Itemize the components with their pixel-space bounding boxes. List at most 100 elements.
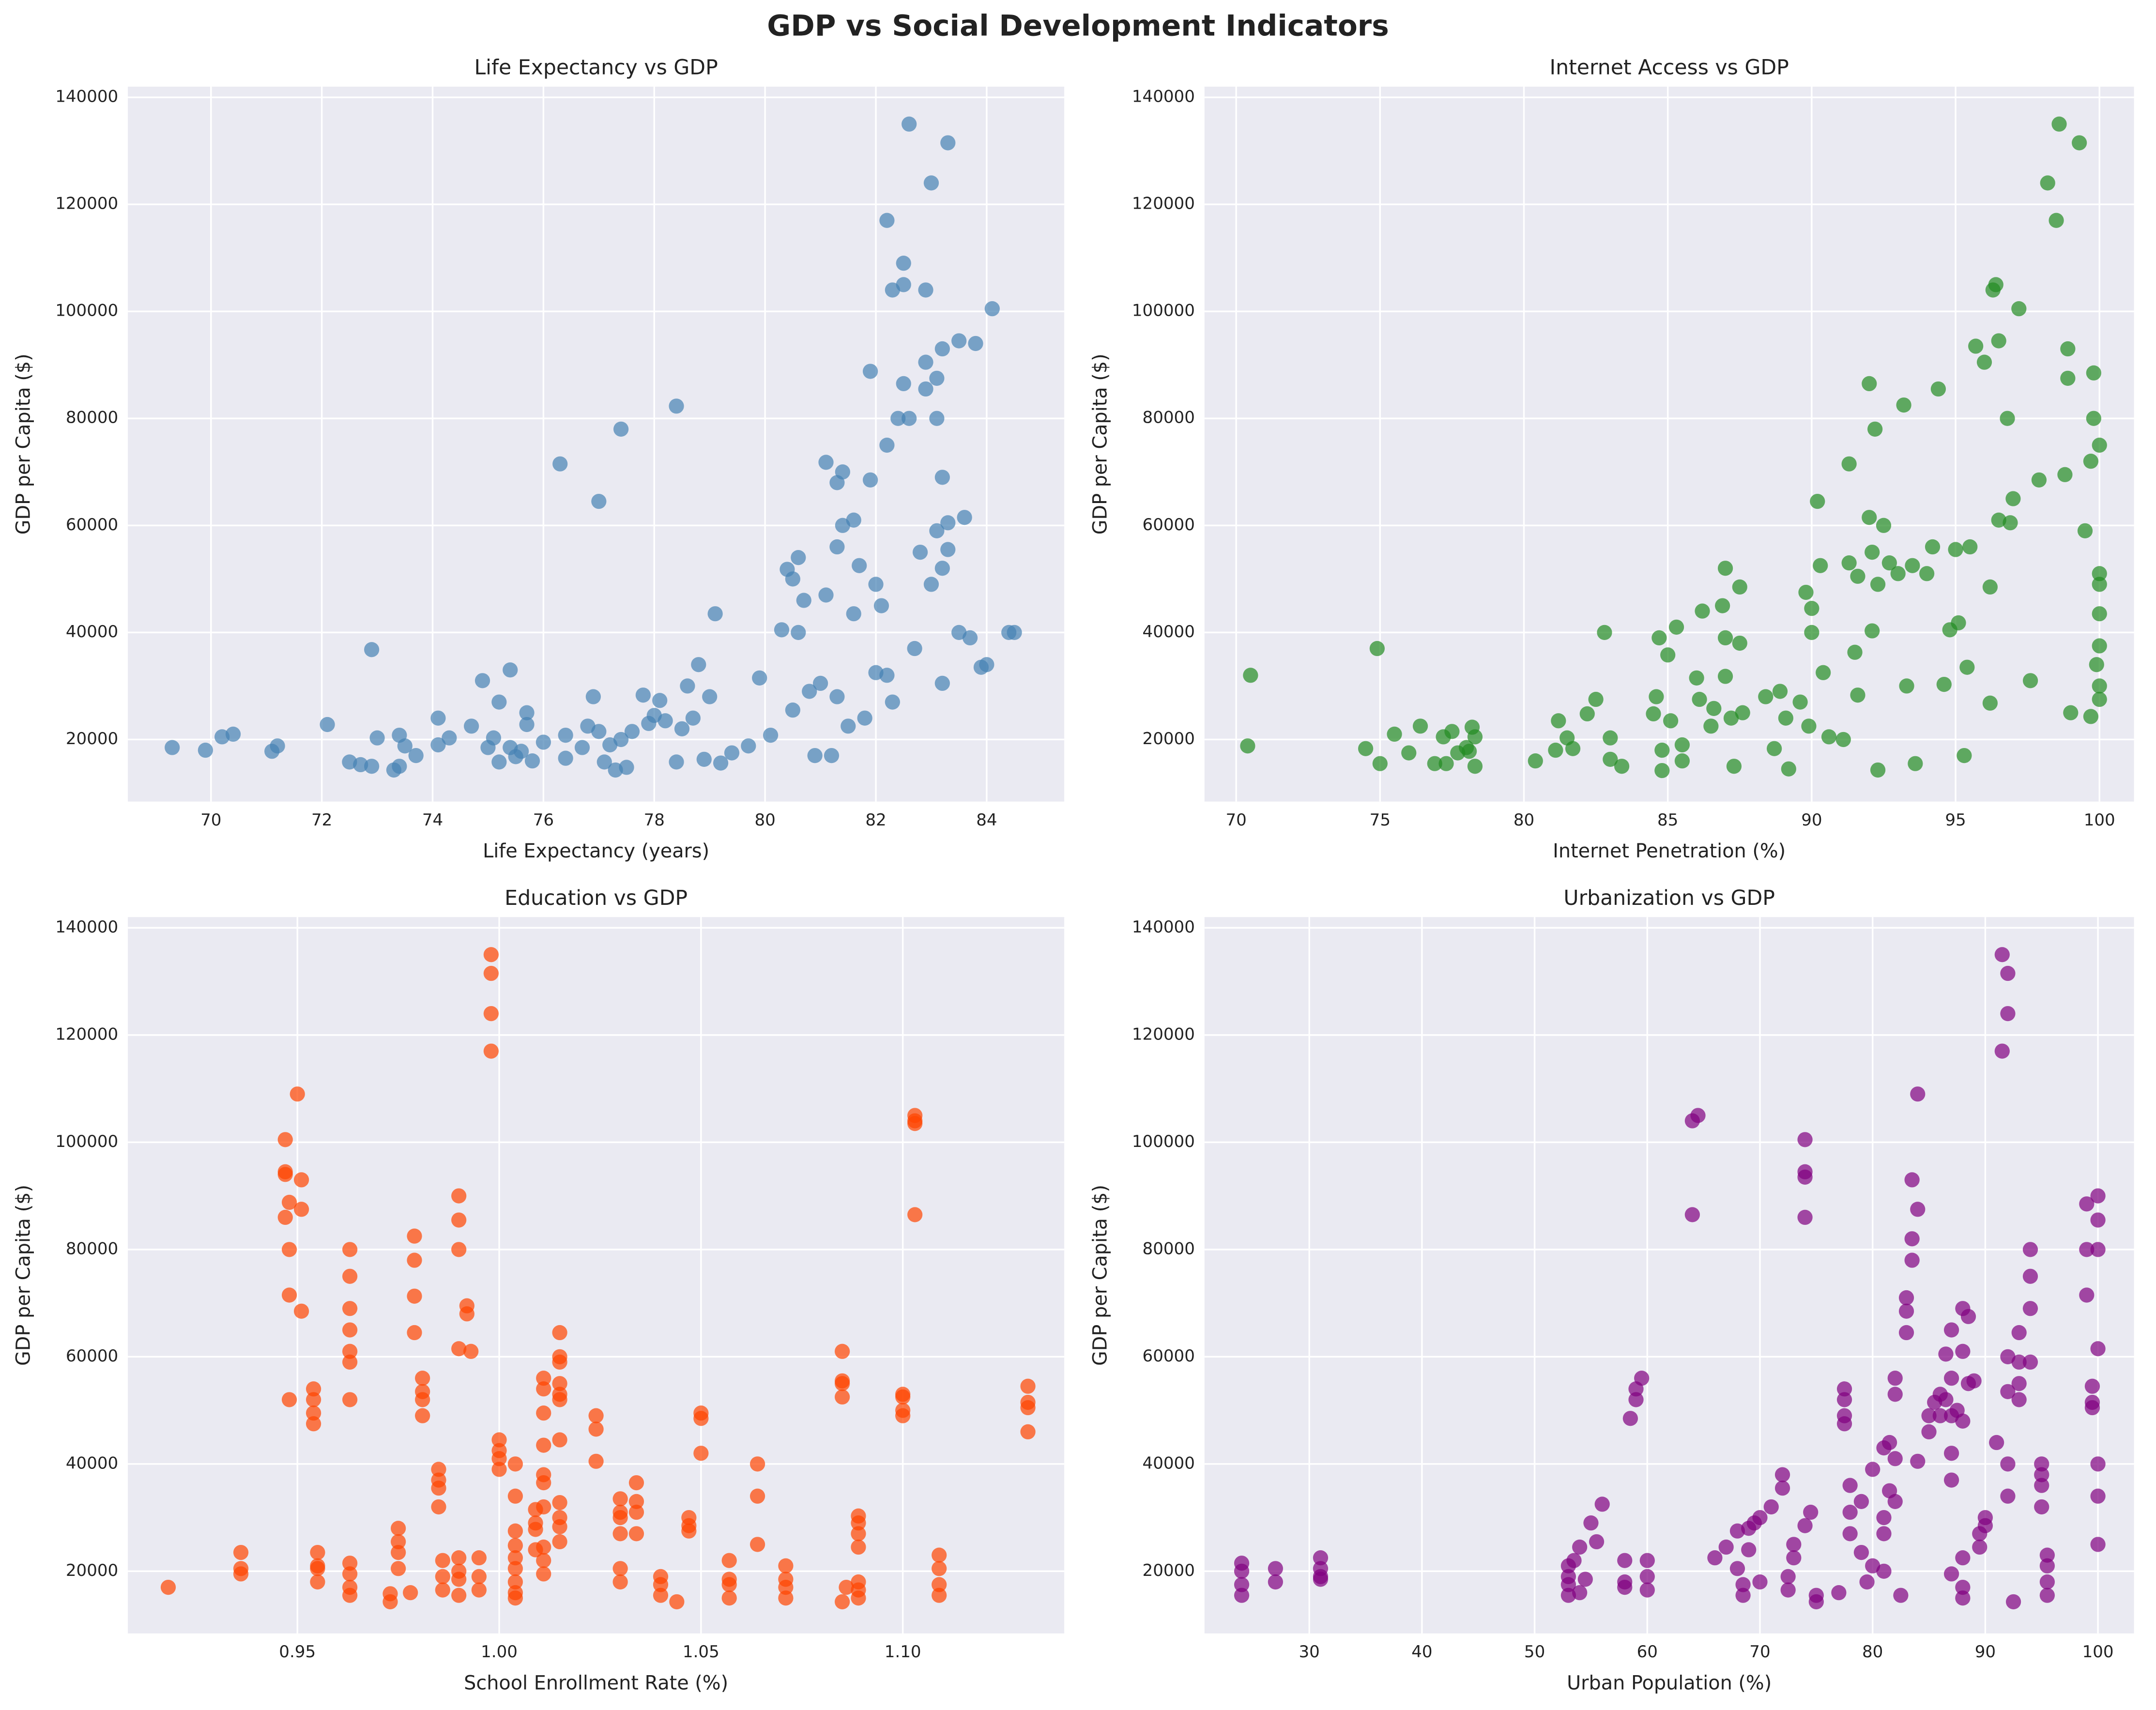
- point: [1797, 1132, 1813, 1147]
- point: [693, 1446, 709, 1461]
- point: [721, 1553, 737, 1568]
- point: [491, 1432, 507, 1448]
- point: [463, 1344, 479, 1359]
- point: [408, 748, 424, 763]
- point: [2084, 1378, 2100, 1394]
- point: [491, 754, 507, 770]
- point: [524, 753, 540, 769]
- point: [2090, 1242, 2106, 1257]
- point: [2011, 1376, 2027, 1391]
- point: [774, 622, 790, 638]
- point: [658, 713, 673, 729]
- point: [1766, 741, 1782, 756]
- point: [1870, 577, 1886, 592]
- point: [431, 1462, 446, 1477]
- point: [430, 710, 446, 726]
- point: [165, 740, 180, 755]
- point: [391, 1534, 406, 1550]
- point: [306, 1381, 321, 1397]
- point: [791, 625, 806, 640]
- point: [912, 544, 928, 560]
- point: [293, 1202, 309, 1217]
- point: [1695, 603, 1710, 619]
- point: [612, 1491, 628, 1507]
- point: [491, 1462, 507, 1477]
- point: [2086, 365, 2101, 381]
- point: [1938, 1392, 1954, 1407]
- point: [749, 1456, 765, 1472]
- point: [451, 1550, 467, 1566]
- point: [1904, 1172, 1920, 1188]
- x-tick-label: 1.05: [683, 1642, 719, 1662]
- point: [1896, 397, 1911, 413]
- point: [1020, 1424, 1036, 1440]
- point: [628, 1526, 644, 1542]
- point: [1732, 635, 1747, 651]
- y-tick-label: 40000: [1143, 622, 1195, 641]
- point: [1876, 1526, 1892, 1542]
- point: [1020, 1400, 1036, 1416]
- point: [1560, 1588, 1576, 1603]
- point: [1841, 456, 1857, 472]
- point: [951, 333, 967, 349]
- point: [2034, 1467, 2049, 1482]
- x-tick-label: 100: [2082, 1642, 2114, 1662]
- point: [1572, 1585, 1588, 1601]
- y-axis-label: GDP per Capita ($): [1089, 1185, 1111, 1366]
- point: [669, 754, 684, 770]
- point: [2090, 1212, 2106, 1228]
- y-axis-label: GDP per Capita ($): [13, 353, 35, 534]
- point: [1660, 647, 1676, 663]
- point: [940, 542, 956, 557]
- x-tick-label: 82: [865, 810, 886, 830]
- point: [1412, 718, 1428, 734]
- point: [802, 684, 817, 699]
- point: [890, 411, 906, 426]
- point: [918, 381, 933, 397]
- point: [902, 116, 917, 132]
- y-tick-label: 40000: [1143, 1453, 1195, 1473]
- y-axis-label: GDP per Capita ($): [13, 1185, 35, 1366]
- point: [929, 370, 945, 386]
- point: [2022, 1242, 2038, 1257]
- point: [1240, 738, 1255, 754]
- point: [1313, 1550, 1329, 1566]
- x-tick-label: 95: [1945, 810, 1966, 830]
- point: [932, 1561, 947, 1576]
- point: [1804, 601, 1820, 616]
- point: [407, 1325, 422, 1341]
- y-tick-label: 20000: [66, 729, 118, 748]
- point: [382, 1586, 398, 1602]
- point: [829, 689, 845, 704]
- point: [536, 1499, 551, 1515]
- point: [2090, 1537, 2106, 1552]
- y-tick-label: 40000: [66, 1453, 118, 1473]
- point: [1994, 1043, 2010, 1059]
- point: [749, 1537, 765, 1552]
- point: [923, 577, 939, 592]
- point: [1566, 1553, 1582, 1568]
- point: [2090, 1188, 2106, 1204]
- point: [2000, 1006, 2016, 1022]
- point: [2011, 1325, 2027, 1341]
- point: [851, 1515, 866, 1531]
- x-tick-label: 78: [644, 810, 665, 830]
- point: [451, 1588, 467, 1603]
- point: [2022, 1354, 2038, 1370]
- point: [785, 702, 800, 718]
- y-tick-label: 140000: [1132, 87, 1195, 107]
- point: [612, 1510, 628, 1526]
- y-tick-label: 100000: [55, 301, 118, 321]
- point: [1707, 1550, 1723, 1566]
- point: [1968, 338, 1984, 354]
- point: [885, 694, 900, 710]
- point: [552, 1354, 567, 1370]
- point: [1936, 676, 1952, 692]
- point: [342, 1392, 358, 1407]
- point: [619, 760, 634, 775]
- point: [514, 744, 529, 759]
- point: [507, 1561, 523, 1576]
- point: [1729, 1561, 1745, 1576]
- point: [1976, 354, 1992, 370]
